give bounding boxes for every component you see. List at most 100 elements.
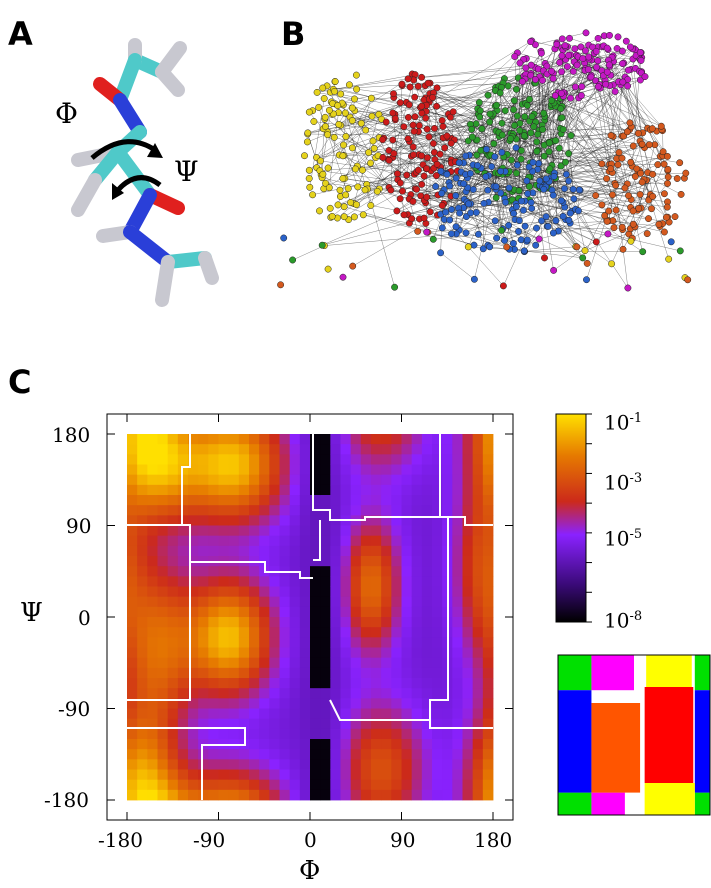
heatmap-cell (289, 779, 301, 791)
heatmap-cell (442, 769, 453, 781)
heatmap-cell (391, 759, 402, 770)
partition-region (694, 690, 710, 793)
heatmap-cell (127, 647, 138, 659)
heatmap-cell (401, 566, 413, 577)
heatmap-cell (188, 708, 199, 720)
heatmap-cell (259, 545, 270, 557)
heatmap-cell (310, 739, 321, 750)
heatmap-cell (381, 484, 392, 496)
network-edge (555, 93, 562, 221)
heatmap-cell (320, 698, 331, 709)
heatmap-cell (310, 484, 321, 496)
heatmap-cell (360, 667, 372, 679)
heatmap-cell (320, 769, 331, 781)
network-node (334, 201, 342, 209)
heatmap-cell (218, 576, 230, 587)
heatmap-cell (198, 566, 209, 577)
heatmap-cell (259, 596, 270, 608)
heatmap-cell (411, 556, 423, 567)
heatmap-cell (198, 596, 209, 608)
heatmap-cell (157, 678, 169, 689)
heatmap-cell (320, 464, 331, 476)
heatmap-cell (198, 525, 209, 537)
heatmap-cell (320, 617, 331, 628)
heatmap-cell (259, 495, 270, 506)
heatmap-cell (381, 637, 392, 648)
heatmap-cell (177, 484, 189, 496)
heatmap-cell (421, 647, 433, 659)
network-node (393, 170, 401, 178)
heatmap-cell (208, 779, 219, 791)
network-node (565, 150, 573, 157)
heatmap-cell (299, 444, 311, 455)
heatmap-cell (147, 708, 158, 720)
heatmap-cell (177, 474, 189, 486)
heatmap-cell (127, 739, 138, 750)
heatmap-cell (198, 515, 209, 526)
heatmap-cell (401, 556, 413, 567)
heatmap-cell (381, 525, 392, 537)
heatmap-cell (279, 525, 291, 537)
heatmap-cell (208, 678, 219, 689)
heatmap-cell (462, 657, 474, 669)
heatmap-cell (350, 617, 362, 628)
heatmap-cell (269, 444, 280, 455)
heatmap-cell (279, 678, 291, 689)
network-edge (588, 56, 623, 137)
network-node (558, 114, 566, 122)
network-node (331, 87, 338, 95)
heatmap-cell (391, 576, 402, 587)
heatmap-cell (238, 769, 250, 781)
heatmap-cell (360, 728, 372, 740)
network-node (339, 152, 347, 160)
heatmap-cell (472, 728, 484, 740)
network-edge (630, 162, 642, 209)
heatmap-cell (259, 749, 270, 760)
network-node (420, 172, 428, 180)
heatmap-cell (238, 667, 250, 679)
network-node (476, 113, 484, 121)
heatmap-cell (350, 688, 362, 699)
heatmap-cell (299, 779, 311, 791)
network-edge (575, 209, 629, 289)
network-node (411, 113, 419, 121)
heatmap-cell (259, 657, 270, 669)
heatmap-cell (371, 708, 382, 720)
heatmap-cell (279, 667, 291, 679)
heatmap-cell (360, 789, 372, 801)
network-node (492, 194, 500, 202)
colorbar-tick-label: 10-1 (604, 410, 643, 435)
network-node (305, 175, 313, 182)
heatmap-cell (218, 617, 230, 628)
heatmap-cell (310, 474, 321, 486)
heatmap-cell (391, 454, 402, 465)
heatmap-cell (330, 637, 341, 648)
heatmap-cell (127, 759, 138, 770)
heatmap-cell (157, 454, 169, 465)
heatmap-cell (360, 647, 372, 659)
heatmap-cell (340, 657, 352, 669)
heatmap-cell (401, 678, 413, 689)
heatmap-cell (452, 678, 463, 689)
heatmap-cell (269, 556, 280, 567)
heatmap-cell (381, 545, 392, 557)
heatmap-cell (320, 434, 331, 445)
network-node (426, 208, 434, 216)
network-node (365, 149, 373, 156)
heatmap-cell (391, 444, 402, 455)
heatmap-cell (330, 495, 341, 506)
network-node (540, 152, 548, 160)
heatmap-cell (452, 566, 463, 577)
heatmap-cell (167, 464, 179, 476)
heatmap-cell (401, 505, 413, 516)
heatmap-cell (289, 698, 301, 709)
network-node (409, 143, 417, 151)
heatmap-cell (249, 586, 260, 598)
heatmap-cell (167, 688, 179, 699)
heatmap-cell (472, 495, 484, 506)
heatmap-cell (371, 657, 382, 669)
heatmap-cell (238, 627, 250, 638)
heatmap-cell (472, 667, 484, 679)
heatmap-cell (289, 627, 301, 638)
